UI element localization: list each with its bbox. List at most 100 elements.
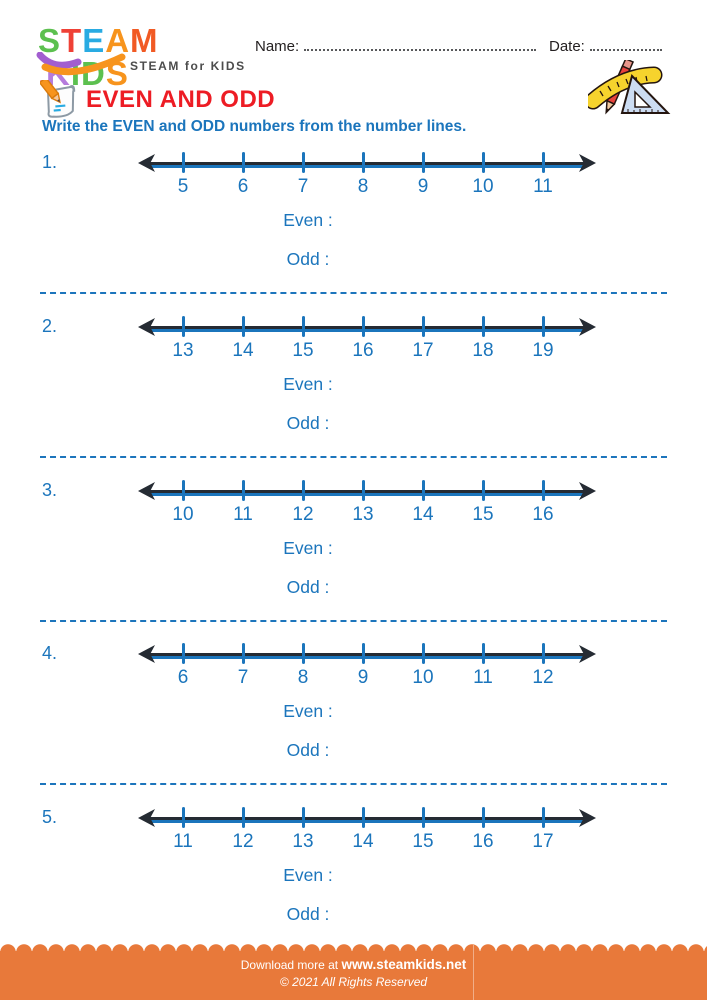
tick-mark xyxy=(301,316,305,337)
question-number: 3. xyxy=(42,480,58,500)
tick-mark xyxy=(181,643,185,664)
tick-mark xyxy=(541,807,545,828)
name-input-line[interactable] xyxy=(304,38,537,51)
footer: Download more at www.steamkids.net © 202… xyxy=(0,951,707,1000)
number-label: 10 xyxy=(412,667,434,688)
number-line-shaft xyxy=(149,817,585,820)
tick-mark xyxy=(241,807,245,828)
logo-letter: S xyxy=(38,22,62,59)
name-field: Name: xyxy=(255,38,537,55)
odd-answer-label[interactable]: Odd : xyxy=(286,577,330,597)
number-label: 7 xyxy=(297,176,309,197)
tick-mark xyxy=(181,807,185,828)
tick-mark xyxy=(421,152,425,173)
dashed-separator xyxy=(40,783,667,785)
number-label: 8 xyxy=(297,667,309,688)
tick-mark xyxy=(361,643,365,664)
even-answer-label[interactable]: Even : xyxy=(283,374,333,394)
tick-mark xyxy=(301,643,305,664)
number-label: 11 xyxy=(533,176,553,197)
number-label: 6 xyxy=(177,667,189,688)
number-label: 12 xyxy=(292,504,314,525)
number-label: 16 xyxy=(352,340,374,361)
number-line-shaft xyxy=(149,326,585,329)
tick-row xyxy=(154,316,572,337)
tick-mark xyxy=(241,152,245,173)
number-line: 5 6 7 8 9 10 11 xyxy=(138,150,596,200)
footer-download-text: Download more at xyxy=(240,958,339,972)
tick-row xyxy=(154,480,572,501)
even-answer-label[interactable]: Even : xyxy=(283,865,333,885)
footer-url-link[interactable]: www.steamkids.net xyxy=(341,957,467,972)
tick-mark xyxy=(481,643,485,664)
even-answer-label[interactable]: Even : xyxy=(283,210,333,230)
number-line: 11 12 13 14 15 16 17 xyxy=(138,805,596,855)
number-line-shaft xyxy=(149,162,585,165)
tick-mark xyxy=(541,152,545,173)
tick-mark xyxy=(181,316,185,337)
number-line-shaft xyxy=(149,490,585,493)
number-label: 7 xyxy=(237,667,249,688)
number-row: 5 6 7 8 9 10 11 xyxy=(154,176,572,198)
tick-row xyxy=(154,152,572,173)
logo-word-steam: STEAM xyxy=(38,24,159,57)
tick-mark xyxy=(301,807,305,828)
tick-mark xyxy=(361,480,365,501)
even-answer-label[interactable]: Even : xyxy=(283,701,333,721)
logo-swoosh-icon xyxy=(36,52,126,76)
question-2: 2. 13 14 15 16 17 18 19 xyxy=(0,314,707,477)
odd-answer-label[interactable]: Odd : xyxy=(286,740,330,760)
question-number: 1. xyxy=(42,152,58,172)
number-label: 12 xyxy=(232,831,254,852)
question-5: 5. 11 12 13 14 15 16 17 xyxy=(0,805,707,968)
odd-answer-label[interactable]: Odd : xyxy=(286,413,330,433)
tick-mark xyxy=(241,480,245,501)
number-label: 11 xyxy=(173,831,193,852)
tick-mark xyxy=(421,807,425,828)
number-label: 15 xyxy=(292,340,314,361)
dashed-separator xyxy=(40,456,667,458)
number-label: 16 xyxy=(472,831,494,852)
page-title: EVEN AND ODD xyxy=(86,86,276,113)
tick-mark xyxy=(481,480,485,501)
number-line-shaft-blue xyxy=(151,165,583,168)
footer-scallop-edge xyxy=(0,941,707,952)
title-row: EVEN AND ODD xyxy=(40,80,275,120)
tick-mark xyxy=(481,152,485,173)
tick-mark xyxy=(421,316,425,337)
number-label: 13 xyxy=(352,504,374,525)
number-label: 11 xyxy=(233,504,253,525)
number-line-shaft-blue xyxy=(151,656,583,659)
tick-mark xyxy=(541,480,545,501)
question-number: 4. xyxy=(42,643,58,663)
number-label: 15 xyxy=(472,504,494,525)
number-line-shaft-blue xyxy=(151,493,583,496)
question-3: 3. 10 11 12 13 14 15 16 xyxy=(0,478,707,641)
number-line: 13 14 15 16 17 18 19 xyxy=(138,314,596,364)
odd-answer-label[interactable]: Odd : xyxy=(286,249,330,269)
number-label: 9 xyxy=(417,176,429,197)
tick-mark xyxy=(421,643,425,664)
tick-mark xyxy=(481,807,485,828)
number-label: 6 xyxy=(237,176,249,197)
number-line-shaft xyxy=(149,653,585,656)
number-line: 6 7 8 9 10 11 12 xyxy=(138,641,596,691)
tick-mark xyxy=(301,152,305,173)
even-answer-label[interactable]: Even : xyxy=(283,538,333,558)
instruction-text: Write the EVEN and ODD numbers from the … xyxy=(42,118,467,135)
tick-mark xyxy=(181,480,185,501)
number-line: 10 11 12 13 14 15 16 xyxy=(138,478,596,528)
date-input-line[interactable] xyxy=(589,38,662,51)
number-label: 10 xyxy=(172,504,194,525)
number-line-shaft-blue xyxy=(151,820,583,823)
odd-answer-label[interactable]: Odd : xyxy=(286,904,330,924)
logo-letter: A xyxy=(105,22,131,59)
footer-divider-line xyxy=(473,945,474,1000)
number-label: 8 xyxy=(357,176,369,197)
tick-mark xyxy=(481,316,485,337)
tick-mark xyxy=(541,316,545,337)
number-label: 17 xyxy=(412,340,434,361)
tick-mark xyxy=(421,480,425,501)
number-label: 13 xyxy=(292,831,314,852)
number-row: 10 11 12 13 14 15 16 xyxy=(154,504,572,526)
